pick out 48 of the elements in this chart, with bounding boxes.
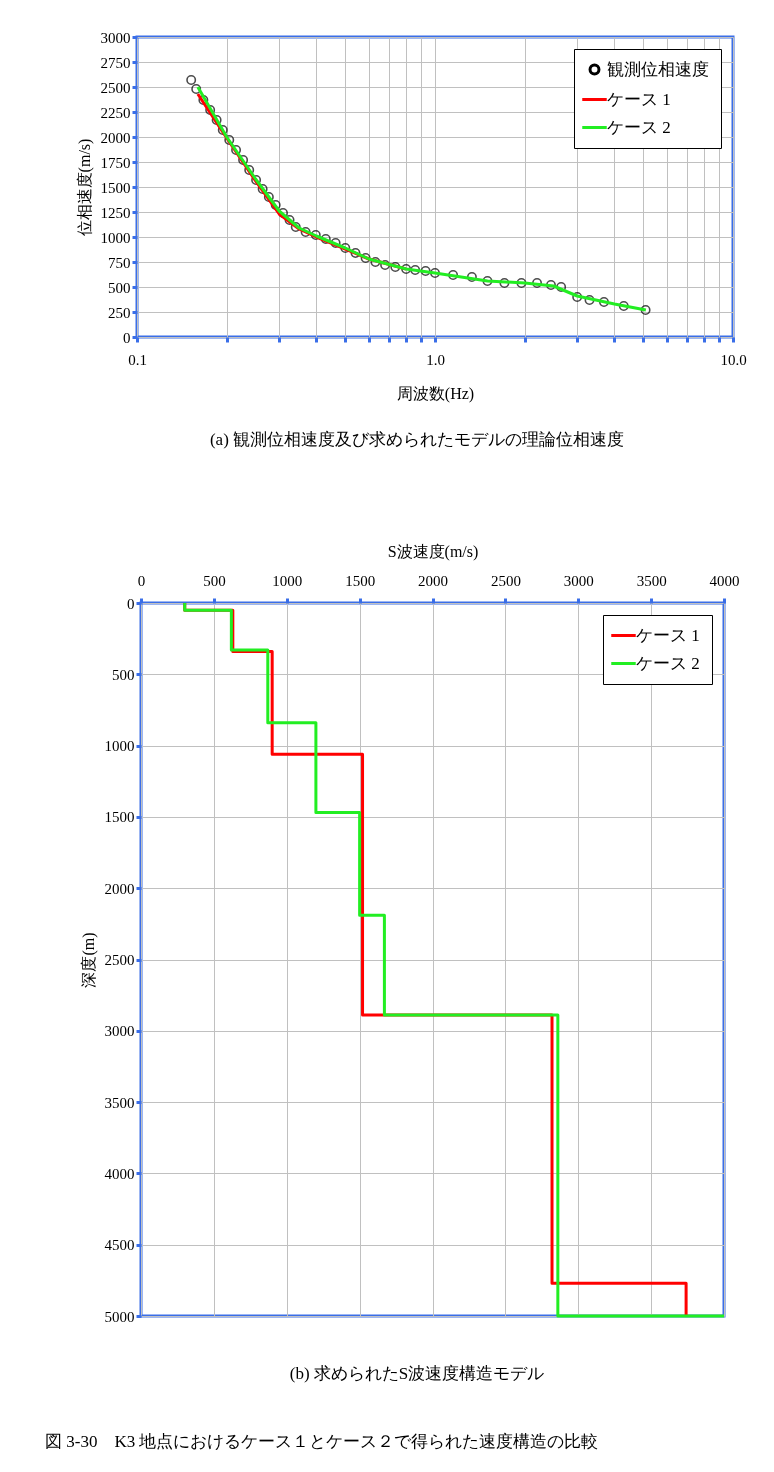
y-tick-label: 4000 xyxy=(104,1165,135,1182)
y-tick-label: 4500 xyxy=(104,1237,135,1254)
legend-label: ケース 2 xyxy=(636,653,700,673)
legend-label: ケース 1 xyxy=(607,89,671,109)
y-tick-label: 1000 xyxy=(100,229,131,246)
x-axis-title: 周波数(Hz) xyxy=(396,384,475,403)
x-tick-label: 0.1 xyxy=(128,351,147,368)
text: (a) 観測位相速度及び求められたモデルの理論位相速度 xyxy=(208,429,626,451)
y-axis-title: 位相速度(m/s) xyxy=(75,138,94,237)
x-tick-label: 0 xyxy=(137,572,146,589)
y-tick-label: 2500 xyxy=(104,952,135,968)
y-tick-label: 1250 xyxy=(100,204,131,221)
legend-label: ケース 2 xyxy=(607,117,671,137)
y-tick-label: 1500 xyxy=(100,179,131,196)
y-tick-label: 3000 xyxy=(100,29,131,46)
y-tick-label: 750 xyxy=(108,254,131,271)
y-tick-label: 500 xyxy=(112,666,135,683)
y-tick-label: 500 xyxy=(108,279,131,296)
x-tick-label: 3500 xyxy=(636,572,667,589)
y-tick-label: 250 xyxy=(108,304,131,321)
y-tick-label: 0 xyxy=(127,595,135,612)
y-tick-label: 1500 xyxy=(104,809,135,826)
x-tick-label: 1.0 xyxy=(426,351,445,368)
x-tick-label: 2500 xyxy=(490,572,521,589)
x-tick-label: 1000 xyxy=(272,572,303,589)
caption: 図 3-30 K3 地点におけるケース１とケース２で得られた速度構造の比較 xyxy=(45,1431,599,1453)
y-tick-label: 5000 xyxy=(104,1308,135,1325)
y-tick-label: 3500 xyxy=(104,1094,135,1111)
y-tick-label: 2000 xyxy=(104,880,135,897)
x-axis-title: S波速度(m/s) xyxy=(387,542,479,561)
y-tick-label: 2750 xyxy=(100,54,131,71)
legend-label: ケース 1 xyxy=(636,625,700,645)
text: (b) 求められたS波速度構造モデル xyxy=(288,1363,546,1385)
x-tick-label: 2000 xyxy=(418,572,448,589)
y-tick-label: 1000 xyxy=(104,738,135,755)
y-axis-title: 深度(m) xyxy=(79,932,98,988)
legend-label: 観測位相速度 xyxy=(607,59,709,79)
y-tick-label: 2000 xyxy=(100,129,131,146)
y-tick-label: 2500 xyxy=(100,79,131,96)
x-tick-label: 500 xyxy=(203,572,226,589)
x-tick-label: 4000 xyxy=(709,572,740,589)
y-tick-label: 2250 xyxy=(100,104,131,121)
x-tick-label: 1500 xyxy=(345,572,376,589)
y-tick-label: 0 xyxy=(123,329,131,346)
x-tick-label: 3000 xyxy=(563,572,594,589)
y-tick-label: 1750 xyxy=(100,154,131,171)
y-tick-label: 3000 xyxy=(104,1023,135,1040)
x-tick-label: 10.0 xyxy=(720,351,747,368)
